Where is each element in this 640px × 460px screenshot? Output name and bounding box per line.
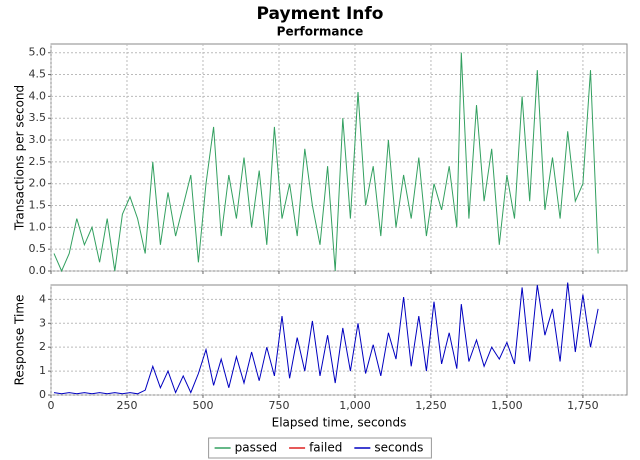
plot-area [50, 284, 628, 396]
x-tick-label: 500 [192, 399, 213, 412]
x-axis-label: Elapsed time, seconds [272, 416, 407, 430]
legend: passed failed seconds [208, 437, 432, 459]
x-tick-label: 1,750 [567, 399, 599, 412]
y-tick-label: 3.0 [29, 133, 47, 146]
y-tick-label: 4 [39, 292, 46, 305]
y-tick-label: 5.0 [29, 46, 47, 59]
x-tick-label: 0 [48, 399, 55, 412]
x-tick-label: 750 [268, 399, 289, 412]
legend-label: failed [309, 441, 342, 455]
plot-area [50, 43, 628, 272]
y-tick-label: 1 [39, 364, 46, 377]
chart-subtitle: Performance [277, 25, 364, 39]
legend-label: passed [235, 441, 277, 455]
series-line [53, 52, 599, 273]
y-tick-label: 3 [39, 316, 46, 329]
legend-box [208, 437, 432, 459]
y-tick-label: 1.0 [29, 220, 47, 233]
y-axis-label: Transactions per second [13, 85, 27, 231]
y-tick-label: 0 [39, 388, 46, 401]
x-tick-label: 1,250 [415, 399, 447, 412]
y-tick-label: 0.0 [29, 264, 47, 277]
y-tick-label: 4.5 [29, 68, 47, 81]
x-tick-label: 250 [116, 399, 137, 412]
y-tick-label: 2.5 [29, 155, 47, 168]
y-tick-label: 1.5 [29, 199, 47, 212]
series-line [53, 282, 599, 395]
y-tick-label: 3.5 [29, 111, 47, 124]
y-tick-label: 2 [39, 340, 46, 353]
y-axis-label: Response Time [13, 295, 27, 386]
x-tick-label: 1,000 [339, 399, 371, 412]
chart-title: Payment Info [257, 4, 384, 24]
legend-label: seconds [374, 441, 423, 455]
y-tick-label: 2.0 [29, 177, 47, 190]
y-tick-label: 4.0 [29, 89, 47, 102]
x-tick-label: 1,500 [491, 399, 523, 412]
y-tick-label: 0.5 [29, 242, 47, 255]
